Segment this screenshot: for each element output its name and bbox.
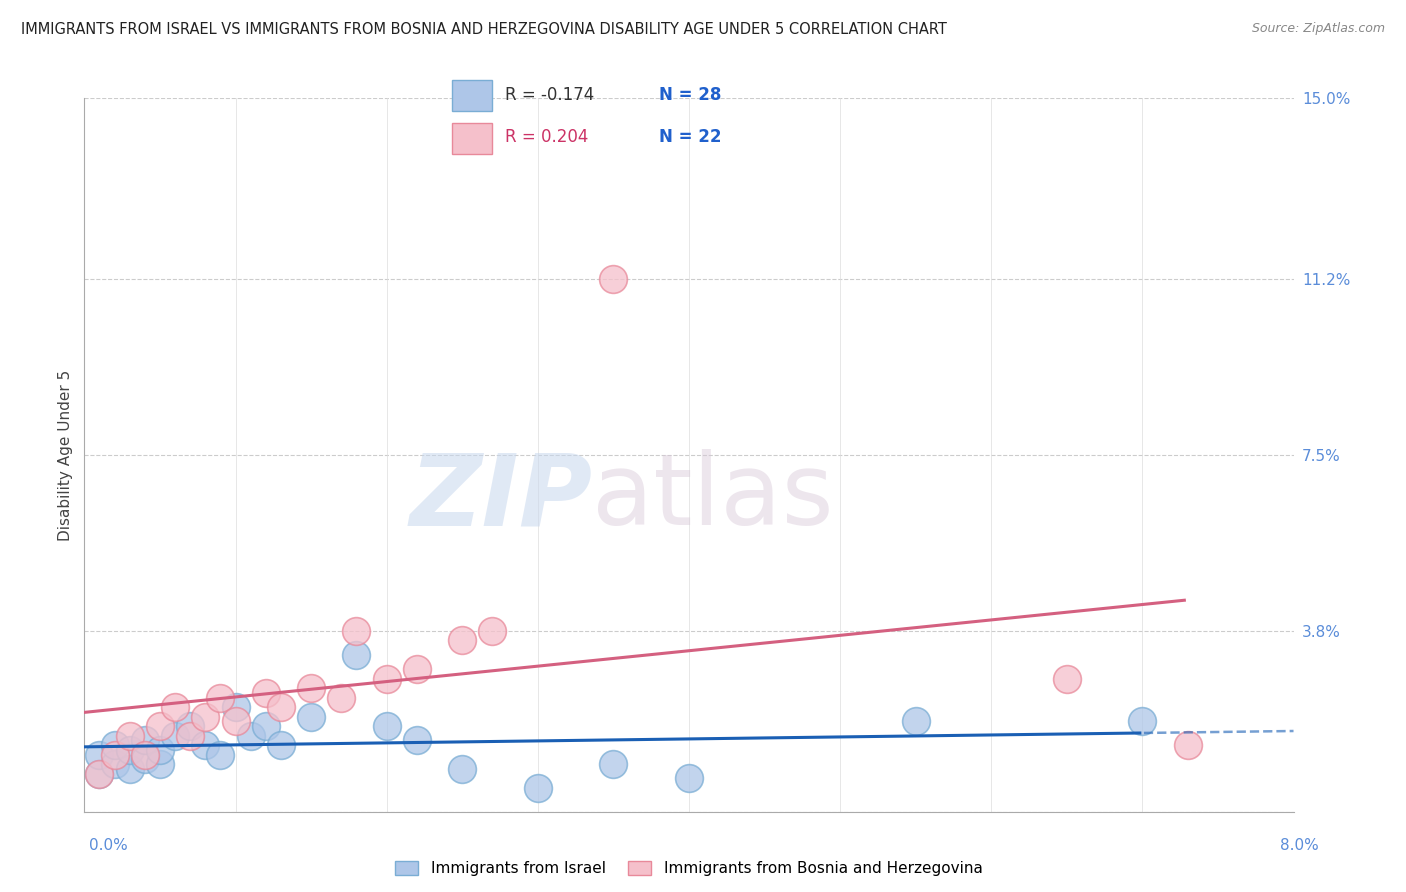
Point: [1056, 672, 1078, 686]
Point: [104, 747, 127, 762]
Text: atlas: atlas: [592, 450, 834, 546]
Legend: Immigrants from Israel, Immigrants from Bosnia and Herzegovina: Immigrants from Israel, Immigrants from …: [389, 855, 988, 882]
Point: [346, 648, 368, 662]
Point: [225, 700, 247, 714]
Point: [254, 719, 277, 733]
Text: N = 28: N = 28: [659, 87, 721, 104]
Point: [406, 662, 429, 676]
Point: [134, 747, 156, 762]
Text: R = 0.204: R = 0.204: [505, 128, 588, 146]
Point: [270, 700, 292, 714]
Point: [165, 700, 187, 714]
Text: 0.0%: 0.0%: [89, 838, 128, 853]
Point: [165, 729, 187, 743]
Text: Source: ZipAtlas.com: Source: ZipAtlas.com: [1251, 22, 1385, 36]
FancyBboxPatch shape: [453, 79, 492, 111]
Point: [270, 738, 292, 752]
Point: [678, 772, 700, 786]
Point: [118, 762, 141, 776]
Text: N = 22: N = 22: [659, 128, 721, 146]
FancyBboxPatch shape: [453, 123, 492, 153]
Point: [149, 743, 172, 757]
Point: [89, 766, 111, 780]
Point: [149, 757, 172, 772]
Point: [1132, 714, 1154, 729]
Point: [89, 747, 111, 762]
Y-axis label: Disability Age Under 5: Disability Age Under 5: [58, 369, 73, 541]
Point: [375, 672, 398, 686]
Point: [451, 633, 474, 648]
Point: [527, 780, 550, 795]
Point: [194, 709, 217, 723]
Point: [299, 709, 322, 723]
Point: [179, 729, 201, 743]
Point: [375, 719, 398, 733]
Point: [602, 272, 624, 286]
Point: [451, 762, 474, 776]
Point: [406, 733, 429, 747]
Point: [209, 747, 232, 762]
Point: [239, 729, 262, 743]
Point: [602, 757, 624, 772]
Point: [149, 719, 172, 733]
Point: [134, 752, 156, 766]
Point: [904, 714, 927, 729]
Text: ZIP: ZIP: [409, 450, 592, 546]
Point: [346, 624, 368, 638]
Point: [118, 743, 141, 757]
Point: [481, 624, 503, 638]
Point: [299, 681, 322, 695]
Point: [209, 690, 232, 705]
Point: [104, 738, 127, 752]
Point: [89, 766, 111, 780]
Point: [1177, 738, 1199, 752]
Point: [134, 733, 156, 747]
Point: [194, 738, 217, 752]
Point: [104, 757, 127, 772]
Text: 8.0%: 8.0%: [1279, 838, 1319, 853]
Point: [225, 714, 247, 729]
Point: [179, 719, 201, 733]
Point: [118, 729, 141, 743]
Point: [254, 686, 277, 700]
Point: [330, 690, 353, 705]
Text: IMMIGRANTS FROM ISRAEL VS IMMIGRANTS FROM BOSNIA AND HERZEGOVINA DISABILITY AGE : IMMIGRANTS FROM ISRAEL VS IMMIGRANTS FRO…: [21, 22, 948, 37]
Text: R = -0.174: R = -0.174: [505, 87, 593, 104]
